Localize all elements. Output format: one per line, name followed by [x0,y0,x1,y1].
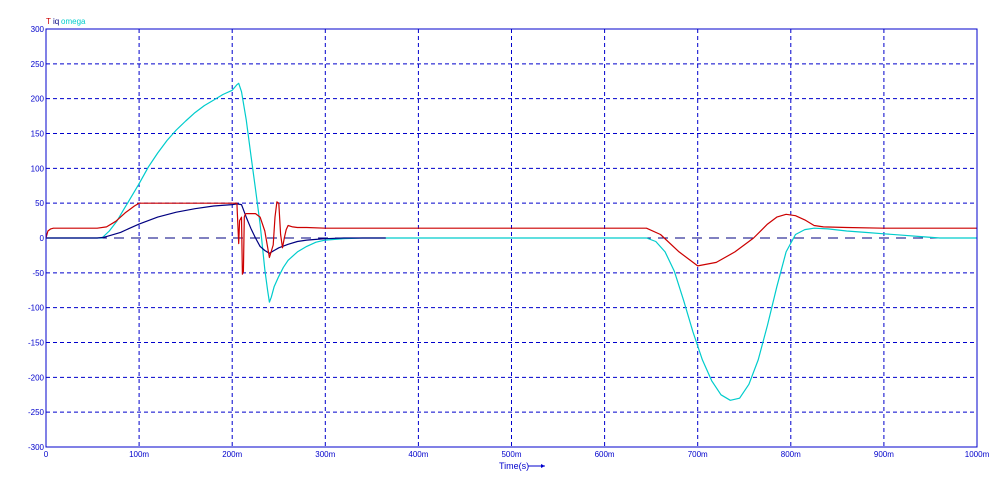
x-tick-label: 200m [222,450,242,459]
y-tick-label: 150 [31,130,45,139]
y-tick-label: 300 [31,25,45,34]
y-tick-label: 200 [31,95,45,104]
series-line-T [45,201,977,275]
y-tick-label: 50 [35,199,44,208]
x-axis-title: Time(s) [499,461,545,471]
x-axis-label: Time(s) [499,461,529,471]
y-tick-label: -200 [28,373,45,382]
x-tick-label: 700m [688,450,708,459]
y-tick-label: 0 [40,234,45,243]
x-tick-label: 900m [874,450,894,459]
y-tick-label: -300 [28,443,45,452]
y-tick-label: 250 [31,60,45,69]
x-tick-label: 500m [501,450,521,459]
x-tick-label: 800m [781,450,801,459]
legend-red-label: T [46,17,51,26]
x-tick-label: 1000m [965,450,990,459]
x-axis-arrow-head [541,464,545,468]
tick-labels: 0 100m 200m 300m 400m 500m 600m 700m 800m 900m 100… [28,25,990,459]
series-line-omega [46,82,977,401]
x-tick-label: 100m [129,450,149,459]
x-tick-label: 400m [408,450,428,459]
series-line-iq [46,203,386,254]
y-tick-label: -150 [28,339,45,348]
legend-cyan-label: omega [61,17,86,26]
y-tick-label: 100 [31,164,45,173]
y-tick-label: -50 [32,269,44,278]
x-tick-label: 300m [315,450,335,459]
legend-blue-label: iq [53,17,59,26]
legend: T iq omega [46,17,86,26]
y-tick-label: -250 [28,408,45,417]
plot-frame [45,28,978,448]
x-tick-label: 0 [44,450,49,459]
series-layer [45,82,977,401]
x-tick-label: 600m [595,450,615,459]
grid [46,29,977,447]
y-tick-label: -100 [28,304,45,313]
